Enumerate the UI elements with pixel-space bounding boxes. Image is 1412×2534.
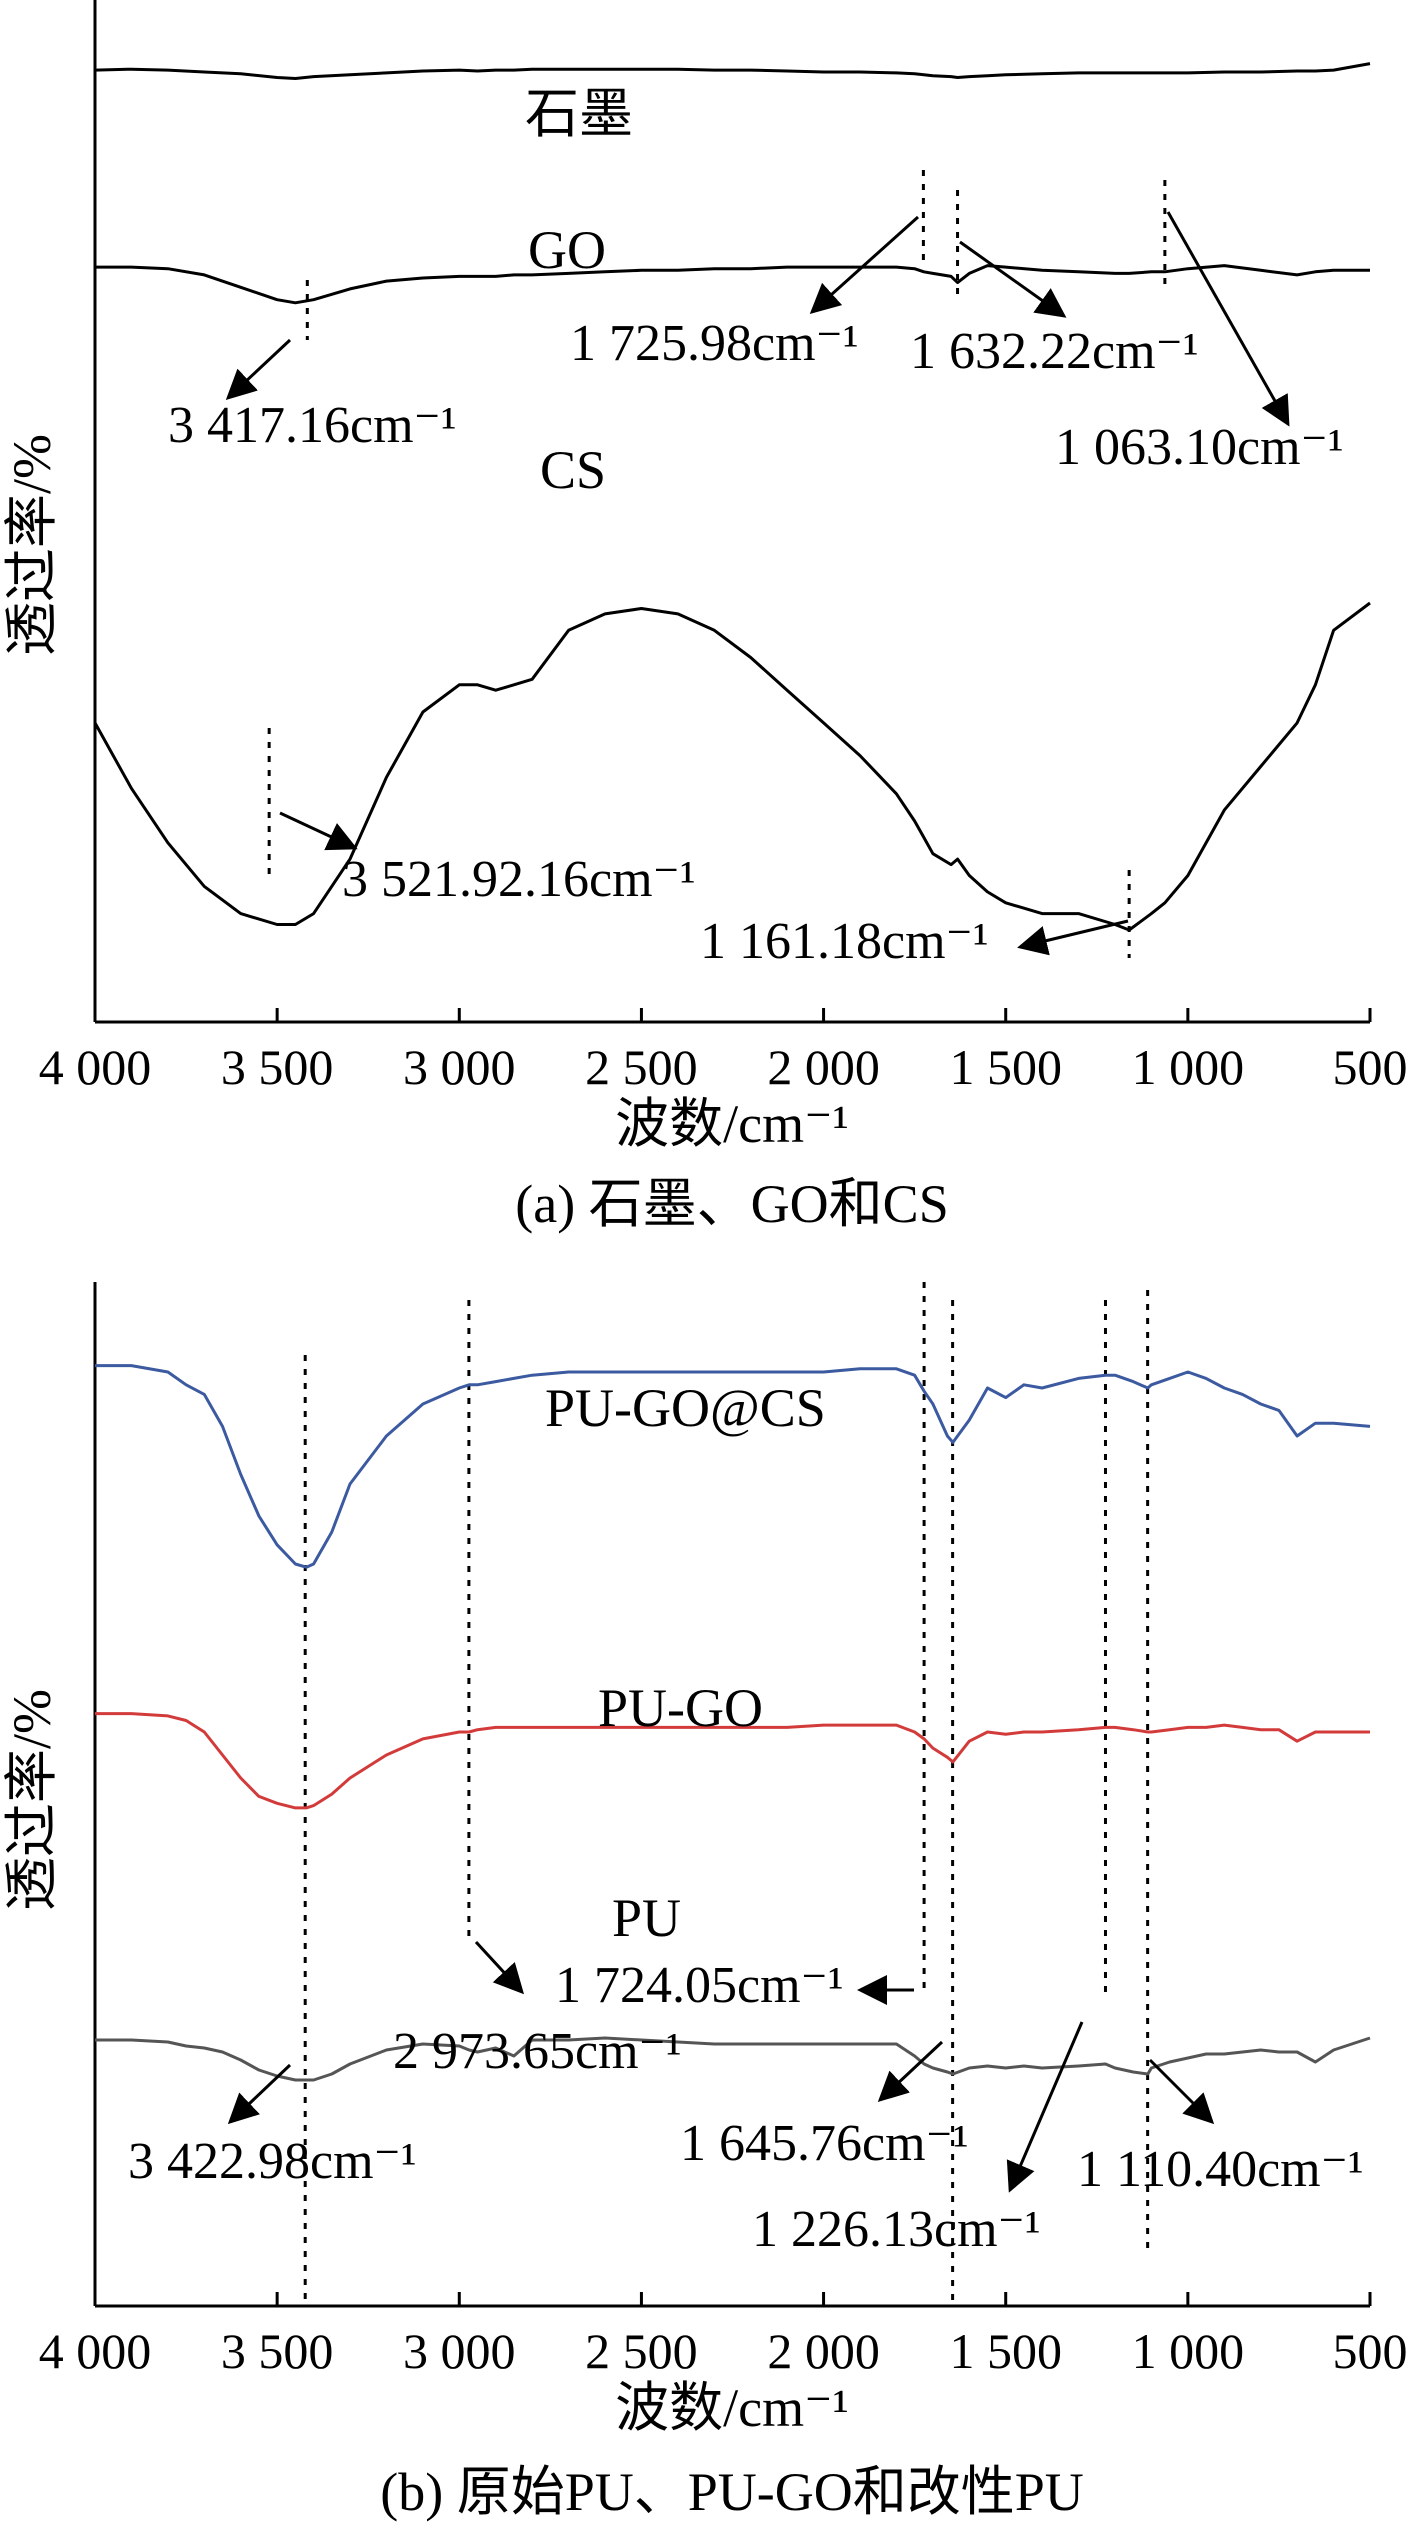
x-tick-label: 2 000 xyxy=(767,1039,880,1095)
annotation-arrow-go-3417 xyxy=(225,338,292,401)
annotation-pu-1645: 1 645.76cm⁻¹ xyxy=(680,2115,969,2172)
panel-a-caption: (a) 石墨、GO和CS xyxy=(515,1174,948,1234)
panel-b-x-tick-labels: 4 000 3 500 3 000 2 500 2 000 1 500 1 000 500 xyxy=(39,2323,1408,2379)
annotation-cs-3521: 3 521.92.16cm⁻¹ xyxy=(342,851,696,908)
series-line-pugo xyxy=(95,1712,1370,1810)
panel-b-curves xyxy=(95,1364,1371,2082)
annotation-go-1063: 1 063.10cm⁻¹ xyxy=(1055,419,1344,476)
panel-b-x-ticks xyxy=(93,2292,1372,2306)
x-tick-label: 1 000 xyxy=(1132,1039,1245,1095)
annotation-cs-1161: 1 161.18cm⁻¹ xyxy=(700,913,989,970)
x-tick-label: 2 500 xyxy=(585,1039,698,1095)
series-label-pu: PU xyxy=(612,1888,681,1948)
annotation-pu-1110: 1 110.40cm⁻¹ xyxy=(1077,2141,1364,2198)
panel-b-x-axis-label: 波数/cm⁻¹ xyxy=(615,2378,849,2438)
annotation-pu-3422: 3 422.98cm⁻¹ xyxy=(128,2133,417,2190)
panel-a-curves xyxy=(93,62,1371,932)
x-tick-label: 3 000 xyxy=(403,1039,516,1095)
panel-a: 4 000 3 500 3 000 2 500 2 000 1 500 1 000 500 石… xyxy=(2,0,1408,1234)
annotation-arrow-cs-3521 xyxy=(279,811,358,851)
x-tick-label: 3 000 xyxy=(403,2323,516,2379)
x-tick-label: 1 500 xyxy=(949,2323,1062,2379)
panel-b: 4 000 3 500 3 000 2 500 2 000 1 500 1 000 500 P… xyxy=(2,1282,1408,2522)
series-label-pugo: PU-GO xyxy=(598,1678,763,1738)
panel-b-caption: (b) 原始PU、PU-GO和改性PU xyxy=(380,2462,1084,2522)
annotation-arrow-pu-3422 xyxy=(227,2063,292,2125)
x-tick-label: 500 xyxy=(1333,1039,1408,1095)
series-label-graphite: 石墨 xyxy=(525,84,633,144)
series-line-graphite xyxy=(94,62,1371,80)
annotation-go-3417: 3 417.16cm⁻¹ xyxy=(168,397,457,454)
annotation-go-1632: 1 632.22cm⁻¹ xyxy=(910,323,1199,380)
series-line-pugocs xyxy=(95,1364,1371,1569)
annotation-pu-2973: 2 973.65cm⁻¹ xyxy=(393,2023,682,2080)
panel-a-x-tick-labels: 4 000 3 500 3 000 2 500 2 000 1 500 1 000 500 xyxy=(39,1039,1408,1095)
series-line-cs xyxy=(93,601,1371,932)
annotation-arrow-cs-1161 xyxy=(1017,919,1129,956)
series-line-pu xyxy=(95,2036,1371,2082)
x-tick-label: 4 000 xyxy=(39,1039,152,1095)
panel-b-y-axis-label: 透过率/% xyxy=(2,1689,62,1911)
x-tick-label: 2 000 xyxy=(767,2323,880,2379)
x-tick-label: 3 500 xyxy=(221,1039,334,1095)
annotation-pu-1226: 1 226.13cm⁻¹ xyxy=(752,2201,1041,2258)
panel-b-guide-lines xyxy=(303,1282,1150,2306)
annotation-pu-1724: 1 724.05cm⁻¹ xyxy=(555,1957,844,2014)
x-tick-label: 1 500 xyxy=(949,1039,1062,1095)
annotation-go-1725: 1 725.98cm⁻¹ xyxy=(570,315,859,372)
x-tick-label: 4 000 xyxy=(39,2323,152,2379)
series-line-go xyxy=(95,264,1370,305)
annotation-arrow-pu-2973 xyxy=(474,1940,525,1995)
series-label-cs: CS xyxy=(540,440,606,500)
annotation-arrow-pu-1645 xyxy=(877,2040,944,2103)
annotation-arrow-pu-1110 xyxy=(1148,2058,1215,2125)
series-label-go: GO xyxy=(528,220,606,280)
x-tick-label: 3 500 xyxy=(221,2323,334,2379)
annotation-arrow-pu-1226 xyxy=(1006,2021,1084,2193)
x-tick-label: 1 000 xyxy=(1132,2323,1245,2379)
panel-a-y-axis-label: 透过率/% xyxy=(2,434,62,656)
panel-a-x-axis-label: 波数/cm⁻¹ xyxy=(615,1094,849,1154)
annotation-arrow-go-1725 xyxy=(809,215,920,315)
panel-a-x-ticks xyxy=(93,1008,1372,1022)
annotation-arrow-go-1063 xyxy=(1166,211,1290,427)
series-label-pugocs: PU-GO@CS xyxy=(545,1378,826,1438)
x-tick-label: 2 500 xyxy=(585,2323,698,2379)
panel-a-guide-lines xyxy=(267,170,1167,958)
x-tick-label: 500 xyxy=(1333,2323,1408,2379)
annotation-arrow-go-1632 xyxy=(959,240,1067,318)
